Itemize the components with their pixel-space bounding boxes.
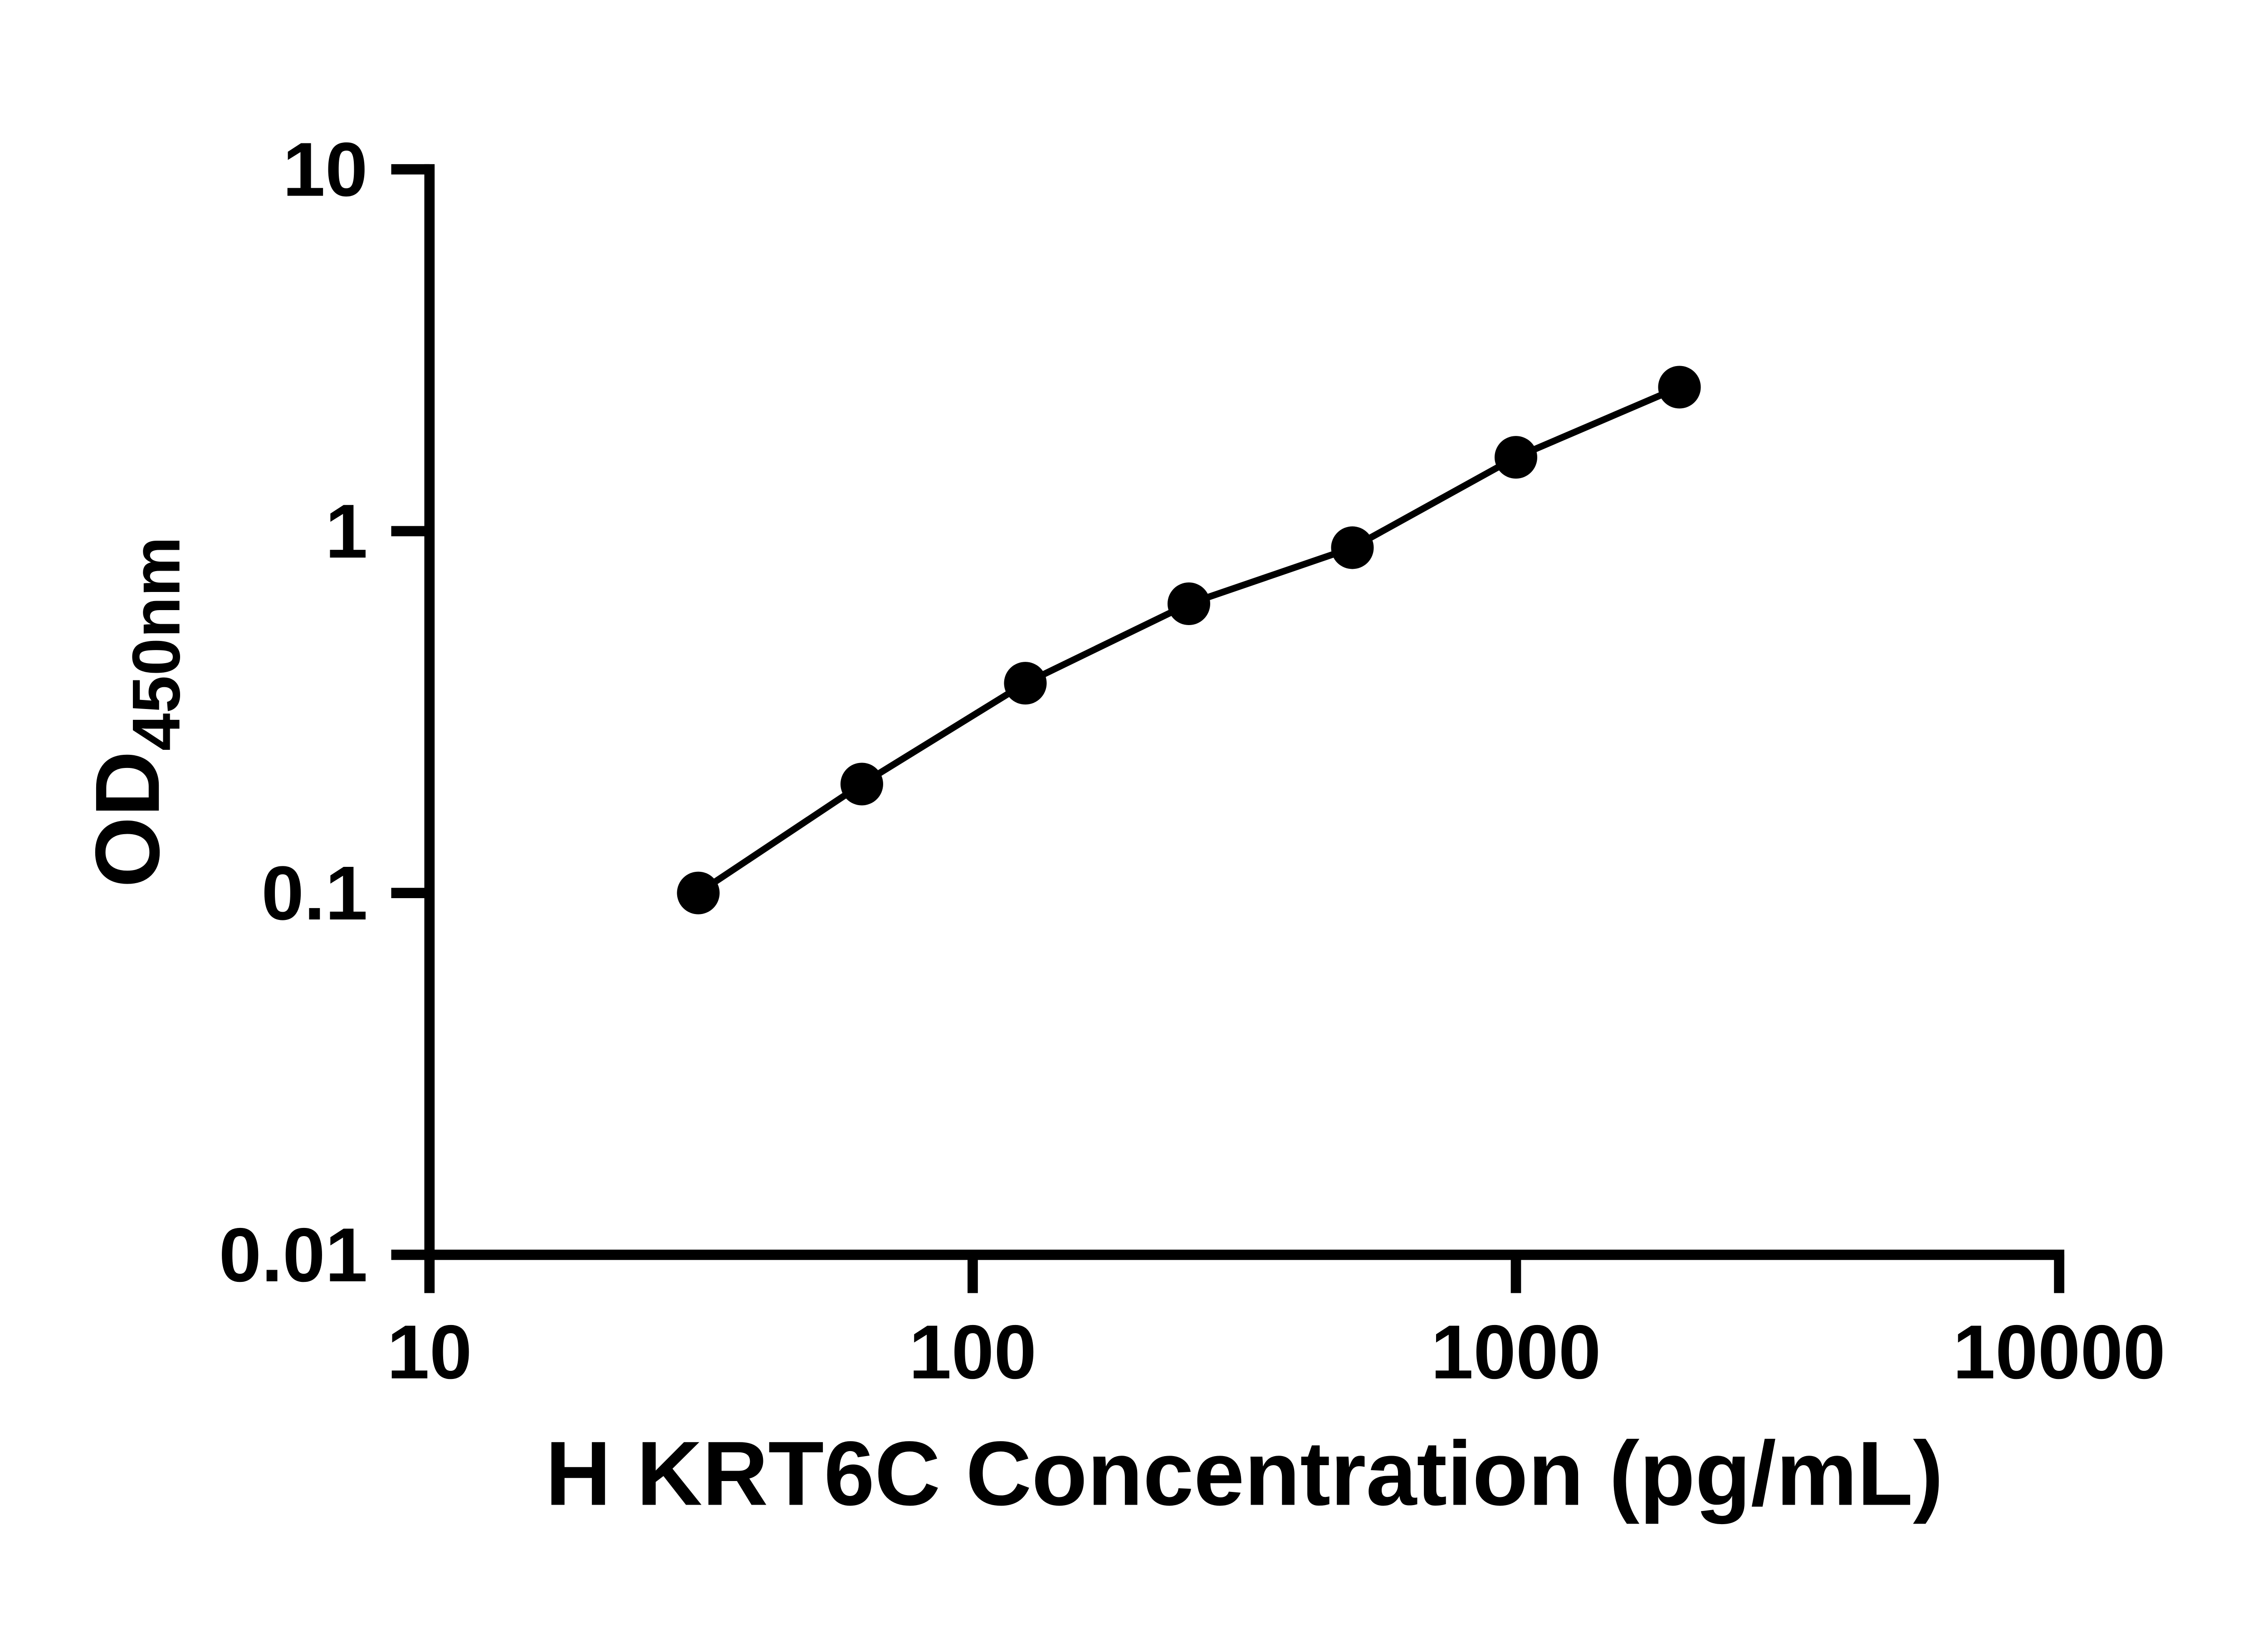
data-point bbox=[1331, 526, 1374, 569]
data-point bbox=[840, 763, 883, 806]
y-axis-label-subscript: 450nm bbox=[118, 537, 194, 751]
x-axis-label: H KRT6C Concentration (pg/mL) bbox=[545, 1423, 1943, 1525]
data-point bbox=[1494, 436, 1537, 479]
data-point bbox=[1658, 366, 1701, 409]
x-tick-label: 10 bbox=[387, 1309, 472, 1395]
y-tick-label: 10 bbox=[283, 127, 368, 212]
data-point bbox=[677, 871, 720, 914]
x-tick-label: 100 bbox=[909, 1309, 1036, 1395]
data-point bbox=[1004, 662, 1047, 705]
y-axis-label: OD450nm bbox=[76, 537, 194, 888]
y-tick-label: 0.01 bbox=[219, 1212, 367, 1298]
plot-area: 10 100 1000 10000 0.01 0.1 1 10 bbox=[219, 127, 2165, 1395]
y-tick-label: 0.1 bbox=[261, 850, 367, 936]
y-tick-label: 1 bbox=[325, 488, 368, 574]
x-tick-label: 10000 bbox=[1953, 1309, 2165, 1395]
data-point bbox=[1167, 582, 1210, 626]
x-tick-label: 1000 bbox=[1431, 1309, 1601, 1395]
y-axis-label-main: OD bbox=[76, 751, 178, 888]
